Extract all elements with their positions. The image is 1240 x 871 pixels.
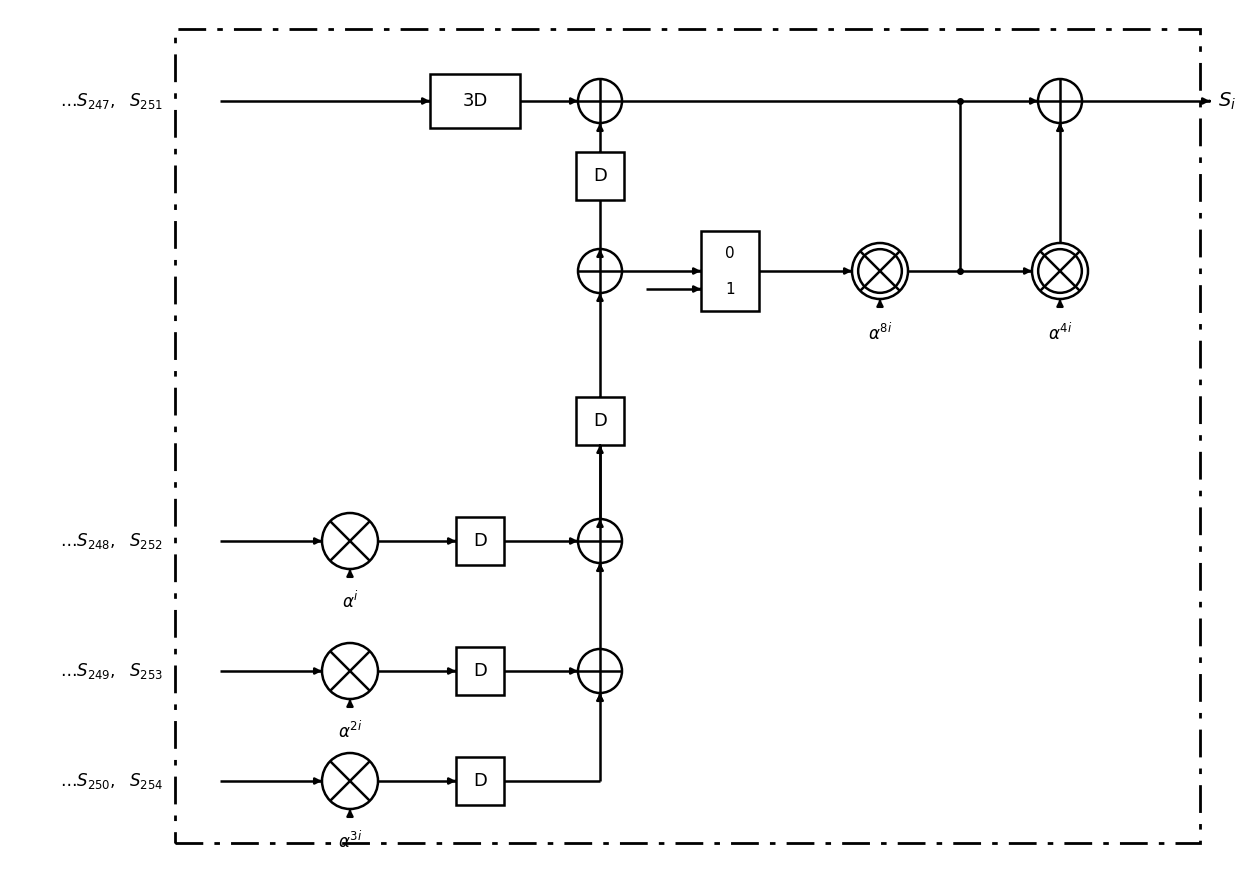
Text: 0: 0 [725,246,735,260]
Text: $\alpha^{i}$: $\alpha^{i}$ [341,591,358,612]
Text: D: D [474,772,487,790]
Text: 1: 1 [725,281,735,296]
Text: D: D [474,662,487,680]
Text: 3D: 3D [463,92,487,110]
Text: D: D [474,532,487,550]
Text: $\alpha^{2i}$: $\alpha^{2i}$ [337,721,362,742]
Bar [577,152,624,200]
Text: $\ldots S_{249},\ \ S_{253}$: $\ldots S_{249},\ \ S_{253}$ [60,661,162,681]
Bar [456,647,503,695]
Text: $\ldots S_{250},\ \ S_{254}$: $\ldots S_{250},\ \ S_{254}$ [60,771,164,791]
Text: $S_i$: $S_i$ [1218,91,1236,111]
Text: $\alpha^{3i}$: $\alpha^{3i}$ [337,831,362,852]
Text: $\alpha^{4i}$: $\alpha^{4i}$ [1048,323,1073,344]
Text: D: D [593,167,606,185]
Text: D: D [593,412,606,430]
Text: $\ldots S_{247},\ \ S_{251}$: $\ldots S_{247},\ \ S_{251}$ [60,91,162,111]
Bar [175,29,1200,843]
Text: $\ldots S_{248},\ \ S_{252}$: $\ldots S_{248},\ \ S_{252}$ [60,531,162,551]
Bar [456,517,503,565]
Text: $\alpha^{8i}$: $\alpha^{8i}$ [868,323,892,344]
Bar [577,397,624,445]
Bar [430,74,520,128]
Bar [701,231,759,311]
Bar [456,757,503,805]
